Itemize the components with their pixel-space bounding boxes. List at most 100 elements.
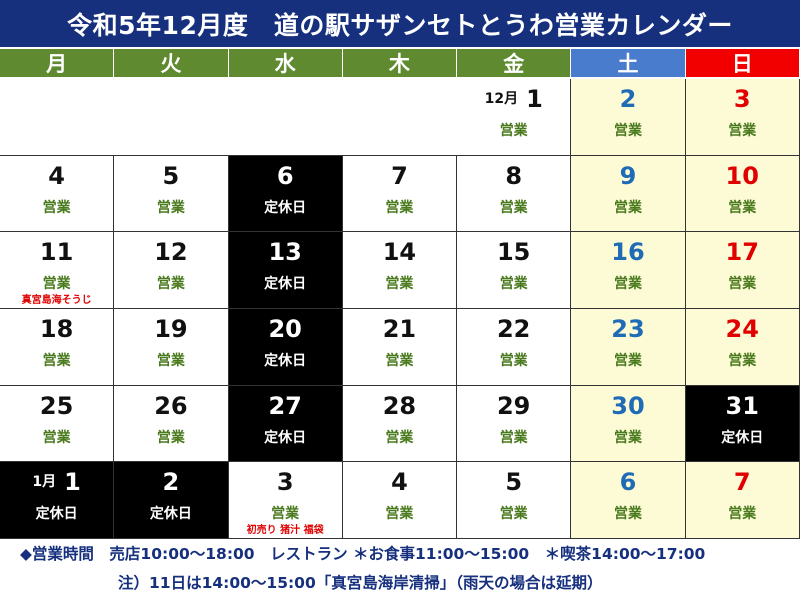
day-event-note: 真宮島海そうじ (21, 294, 92, 306)
day-cell: 11 営業 真宮島海そうじ (0, 232, 115, 309)
day-cell: 24 営業 (685, 308, 800, 386)
weekday-thu: 木 (342, 49, 458, 77)
day-number: 21 (343, 315, 456, 343)
day-number-value: 30 (611, 391, 645, 420)
open-status: 営業 (385, 429, 414, 446)
open-status: 営業 (499, 506, 528, 523)
day-number-value: 3 (276, 468, 294, 497)
day-number: 5 (457, 468, 570, 496)
day-event-note: 初売り 猪汁 福袋 (246, 524, 324, 536)
day-number: 26 (114, 392, 227, 420)
month-prefix: 1月 (32, 474, 57, 491)
day-number: 22 (457, 315, 570, 343)
day-cell: 28 営業 (342, 385, 458, 463)
open-status: 営業 (728, 199, 757, 216)
closed-status: 定休日 (264, 199, 307, 216)
day-cell: 12 営業 (114, 232, 229, 309)
closed-status: 定休日 (264, 429, 307, 446)
day-number: 13 (229, 238, 342, 266)
open-status: 営業 (499, 352, 528, 369)
day-number: 2 (114, 468, 227, 496)
open-status: 営業 (613, 123, 642, 139)
day-number: 23 (571, 315, 684, 343)
open-status: 営業 (385, 352, 414, 369)
open-status: 営業 (613, 199, 642, 216)
open-status: 営業 (728, 352, 757, 369)
empty-day-cell (228, 79, 343, 156)
day-number-value: 1 (526, 85, 543, 113)
day-number: 3 (229, 468, 342, 496)
closed-status: 定休日 (35, 506, 78, 523)
day-number-value: 28 (382, 391, 417, 420)
day-cell: 26 営業 (114, 385, 229, 463)
day-cell: 1月 1 定休日 (0, 462, 115, 539)
closed-status: 定休日 (264, 352, 307, 369)
calendar-grid: 12月 1 営業 2 営業 3 営業 4 営業 5 営業 6 定休日 7 営業 8 営業 9 営業 10 営業 11 営業真… (0, 79, 800, 539)
day-number: 8 (457, 162, 570, 190)
day-cell: 8 営業 (457, 155, 572, 233)
day-cell: 16 営業 (571, 232, 686, 309)
open-status: 営業 (156, 276, 185, 293)
day-number-value: 26 (154, 391, 188, 420)
day-cell: 6 定休日 (228, 155, 343, 233)
day-number: 12月 1 (457, 85, 570, 113)
calendar-week-row: 12月 1 営業 2 営業 3 営業 (0, 79, 800, 156)
day-cell: 5 営業 (114, 155, 229, 233)
day-cell: 2 営業 (571, 79, 686, 156)
empty-day-cell (342, 79, 458, 156)
day-number: 29 (457, 392, 570, 420)
open-status: 営業 (42, 352, 71, 369)
day-number: 17 (686, 238, 799, 266)
weekday-sun: 日 (685, 49, 800, 77)
day-number: 3 (686, 85, 799, 113)
day-number-value: 21 (382, 314, 417, 343)
day-number-value: 16 (611, 238, 645, 267)
open-status: 営業 (613, 506, 642, 523)
day-number: 15 (457, 238, 570, 266)
day-number: 7 (686, 468, 799, 496)
open-status: 営業 (271, 506, 300, 523)
open-status: 営業 (42, 199, 71, 216)
day-number-value: 9 (619, 161, 637, 190)
day-cell: 13 定休日 (228, 232, 343, 309)
day-number: 11 (0, 238, 113, 266)
day-number: 16 (571, 238, 684, 266)
open-status: 営業 (42, 429, 71, 446)
day-number-value: 2 (162, 468, 180, 497)
cleanup-note: 注）11日は14:00～15:00「真宮島海岸清掃」（雨天の場合は延期） (118, 574, 603, 592)
business-hours-note: ◆営業時間 売店10:00～18:00 レストラン ＊お食事11:00～15:0… (20, 545, 706, 563)
day-cell: 25 営業 (0, 385, 115, 463)
closed-status: 定休日 (149, 506, 192, 523)
day-number-value: 8 (505, 161, 523, 190)
day-cell: 27 定休日 (228, 385, 343, 463)
day-number: 12 (114, 238, 227, 266)
day-number: 24 (686, 315, 799, 343)
calendar-title: 令和5年12月度 道の駅サザンセトとうわ営業カレンダー (0, 0, 800, 47)
day-cell: 14 営業 (342, 232, 458, 309)
day-number-value: 5 (505, 468, 523, 497)
day-number: 27 (229, 392, 342, 420)
open-status: 営業 (156, 352, 185, 369)
day-number: 14 (343, 238, 456, 266)
day-number-value: 22 (496, 314, 531, 343)
weekday-fri: 金 (457, 49, 572, 77)
empty-day-cell (0, 79, 115, 156)
day-number: 6 (571, 468, 684, 496)
day-number-value: 6 (276, 161, 294, 190)
day-cell: 20 定休日 (228, 308, 343, 386)
open-status: 営業 (156, 429, 185, 446)
day-number: 9 (571, 162, 684, 190)
day-number-value: 25 (39, 391, 74, 420)
day-number-value: 12 (154, 238, 188, 267)
day-cell: 4 営業 (342, 462, 458, 539)
day-number-value: 19 (154, 314, 188, 343)
open-status: 営業 (385, 506, 414, 523)
day-number-value: 3 (733, 85, 751, 113)
weekday-mon: 月 (0, 49, 115, 77)
day-cell: 17 営業 (685, 232, 800, 309)
day-number-value: 1 (64, 468, 81, 497)
day-number-value: 6 (619, 468, 637, 497)
day-cell: 6 営業 (571, 462, 686, 539)
day-number-value: 14 (382, 238, 417, 267)
day-cell: 19 営業 (114, 308, 229, 386)
